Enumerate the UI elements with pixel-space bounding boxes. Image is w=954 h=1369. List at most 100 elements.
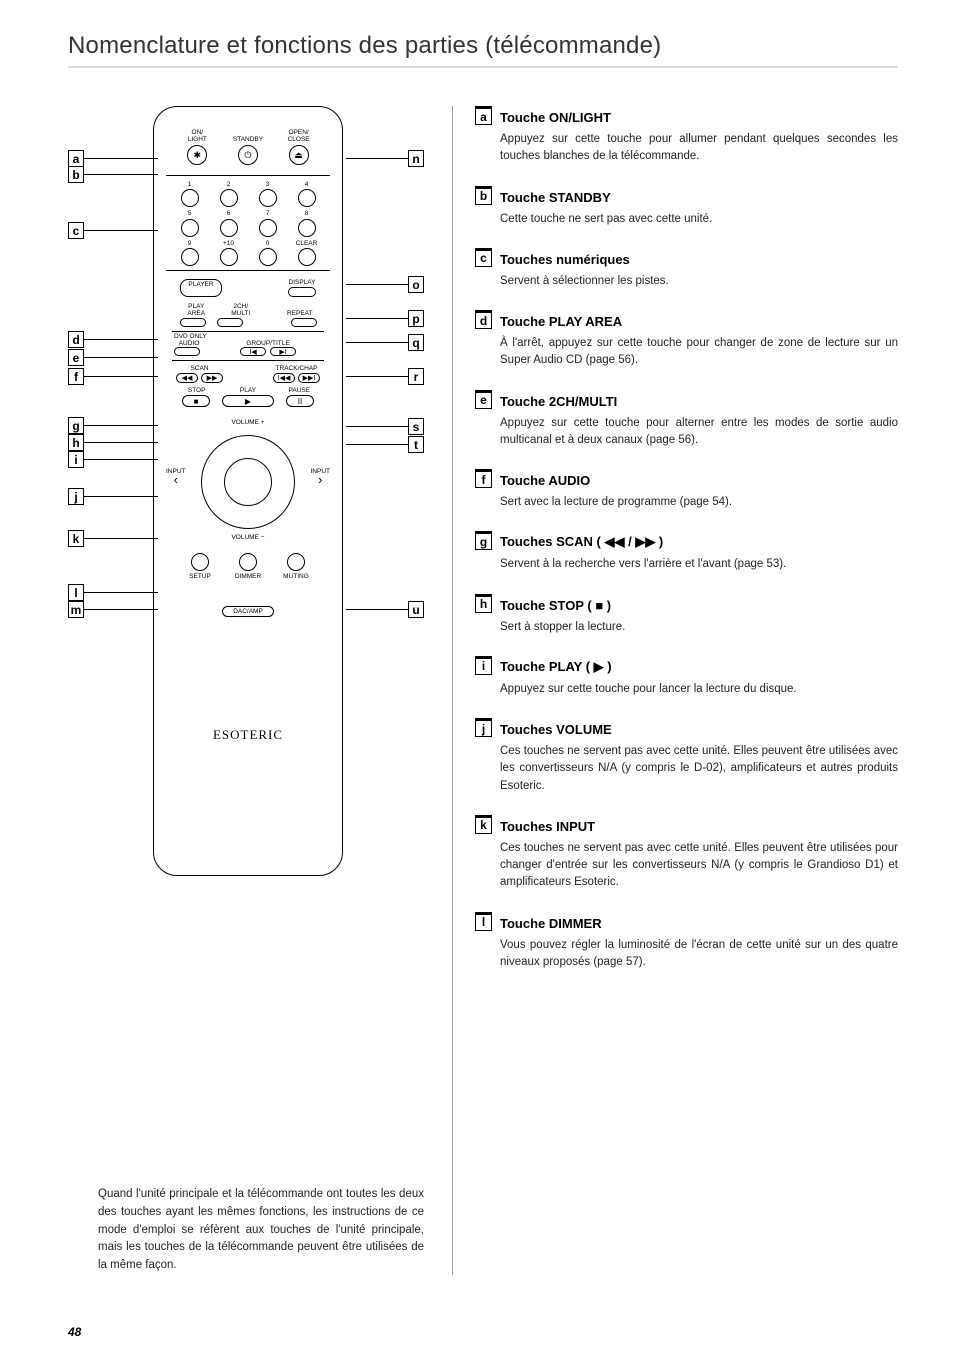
- scan-fwd-button[interactable]: ▶▶: [201, 373, 223, 383]
- section-body-d: À l'arrêt, appuyez sur cette touche pour…: [475, 335, 898, 370]
- section-h: hTouche STOP ( ■ )Sert à stopper la lect…: [475, 594, 898, 636]
- section-d: d Touche PLAY AREA À l'arrêt, appuyez sur …: [475, 310, 898, 370]
- section-g: gTouches SCAN ( ◀◀ / ▶▶ )Servent à la re…: [475, 531, 898, 573]
- play-button[interactable]: ▶: [222, 395, 274, 407]
- label-pause: PAUSE: [284, 387, 314, 394]
- standby-button[interactable]: ⏻: [238, 145, 258, 165]
- callout-i: i: [68, 451, 158, 468]
- audio-button[interactable]: [174, 347, 200, 356]
- label-volume-minus: VOLUME −: [154, 532, 342, 541]
- label-display: DISPLAY: [288, 279, 316, 286]
- input-prev-button[interactable]: ‹: [166, 475, 186, 485]
- keypad-label-6: 6: [215, 210, 243, 217]
- label-on-light: ON/ LIGHT: [179, 129, 215, 143]
- label-2ch: 2CH/ MULTI: [226, 303, 256, 317]
- keypad-label-CLEAR: CLEAR: [293, 240, 321, 247]
- section-body-h: Sert à stopper la lecture.: [475, 619, 898, 636]
- display-button[interactable]: [288, 287, 316, 297]
- on-light-button[interactable]: ✱: [187, 145, 207, 165]
- section-body-i: Appuyez sur cette touche pour lancer la …: [475, 681, 898, 698]
- section-title-e: Touche 2CH/MULTI: [500, 394, 617, 409]
- section-letter-b: b: [475, 186, 492, 205]
- keypad-2-button[interactable]: [220, 189, 238, 207]
- section-body-f: Sert avec la lecture de programme (page …: [475, 494, 898, 511]
- dimmer-button[interactable]: [239, 553, 257, 571]
- esoteric-logo: ESOTERIC: [154, 727, 342, 743]
- section-title-d: Touche PLAY AREA: [500, 314, 622, 329]
- callout-a: a: [68, 150, 158, 167]
- callout-l: l: [68, 584, 158, 601]
- label-audio: AUDIO: [174, 340, 204, 347]
- section-e: eTouche 2CH/MULTIAppuyez sur cette touch…: [475, 390, 898, 450]
- keypad-1-button[interactable]: [181, 189, 199, 207]
- section-title-k: Touches INPUT: [500, 819, 595, 834]
- callout-c: c: [68, 222, 158, 239]
- dial-center[interactable]: [224, 458, 272, 506]
- footnote-text: Quand l'unité principale et la télécomma…: [68, 1186, 428, 1275]
- section-letter-g: g: [475, 531, 492, 550]
- pause-button[interactable]: II: [286, 395, 314, 407]
- keypad-0-button[interactable]: [259, 248, 277, 266]
- callout-p: p: [346, 310, 424, 327]
- section-body-a: Appuyez sur cette touche pour allumer pe…: [475, 131, 898, 166]
- setup-button[interactable]: [191, 553, 209, 571]
- open-close-button[interactable]: ⏏: [289, 145, 309, 165]
- section-body-g: Servent à la recherche vers l'arrière et…: [475, 556, 898, 573]
- scan-rev-button[interactable]: ◀◀: [176, 373, 198, 383]
- track-next-button[interactable]: ▶▶I: [298, 373, 320, 383]
- keypad-7-button[interactable]: [259, 219, 277, 237]
- section-letter-h: h: [475, 594, 492, 613]
- section-a: aTouche ON/LIGHTAppuyez sur cette touche…: [475, 106, 898, 166]
- keypad-label-0: 0: [254, 240, 282, 247]
- section-title-c: Touches numériques: [500, 252, 630, 267]
- player-button[interactable]: PLAYER: [180, 279, 222, 297]
- keypad-CLEAR-button[interactable]: [298, 248, 316, 266]
- keypad-8-button[interactable]: [298, 219, 316, 237]
- callout-t: t: [346, 436, 424, 453]
- section-body-c: Servent à sélectionner les pistes.: [475, 273, 898, 290]
- label-stop: STOP: [182, 387, 212, 394]
- keypad-4-button[interactable]: [298, 189, 316, 207]
- stop-button[interactable]: ■: [182, 395, 210, 407]
- section-l: lTouche DIMMERVous pouvez régler la lumi…: [475, 912, 898, 972]
- label-scan: SCAN: [176, 365, 223, 372]
- label-play-area: PLAY AREA: [181, 303, 211, 317]
- section-letter-l: l: [475, 912, 492, 931]
- 2ch-multi-button[interactable]: [217, 318, 243, 327]
- label-volume-plus: VOLUME +: [154, 407, 342, 426]
- label-open-close: OPEN/ CLOSE: [281, 129, 317, 143]
- keypad-5-button[interactable]: [181, 219, 199, 237]
- track-prev-button[interactable]: I◀◀: [273, 373, 295, 383]
- section-body-k: Ces touches ne servent pas avec cette un…: [475, 840, 898, 892]
- repeat-button[interactable]: [291, 318, 317, 327]
- remote-diagram: ON/ LIGHT STANDBY OPEN/ CLOSE ✱ ⏻ ⏏ 1234…: [98, 106, 398, 876]
- group-next-button[interactable]: ▶I: [270, 347, 296, 356]
- section-letter-d: d: [475, 310, 492, 329]
- group-prev-button[interactable]: I◀: [240, 347, 266, 356]
- callout-d: d: [68, 331, 158, 348]
- keypad-label-9: 9: [176, 240, 204, 247]
- keypad-9-button[interactable]: [181, 248, 199, 266]
- section-b: bTouche STANDBYCette touche ne sert pas …: [475, 186, 898, 228]
- section-title-a: Touche ON/LIGHT: [500, 110, 611, 125]
- section-f: fTouche AUDIOSert avec la lecture de pro…: [475, 469, 898, 511]
- keypad-3-button[interactable]: [259, 189, 277, 207]
- keypad-label-7: 7: [254, 210, 282, 217]
- section-k: kTouches INPUTCes touches ne servent pas…: [475, 815, 898, 892]
- keypad-+10-button[interactable]: [220, 248, 238, 266]
- section-body-b: Cette touche ne sert pas avec cette unit…: [475, 211, 898, 228]
- keypad-6-button[interactable]: [220, 219, 238, 237]
- callout-h: h: [68, 434, 158, 451]
- muting-button[interactable]: [287, 553, 305, 571]
- page-number: 48: [68, 1325, 898, 1339]
- callout-j: j: [68, 488, 158, 505]
- input-next-button[interactable]: ›: [311, 475, 331, 485]
- label-dvd-only: DVD ONLY: [154, 332, 342, 340]
- keypad-label-8: 8: [293, 210, 321, 217]
- label-play: PLAY: [223, 387, 273, 394]
- label-dimmer: DIMMER: [233, 573, 263, 580]
- dac-amp-button[interactable]: DAC/AMP: [222, 606, 274, 617]
- play-area-button[interactable]: [180, 318, 206, 327]
- label-group-title: GROUP/TITLE: [214, 340, 322, 347]
- keypad-label-5: 5: [176, 210, 204, 217]
